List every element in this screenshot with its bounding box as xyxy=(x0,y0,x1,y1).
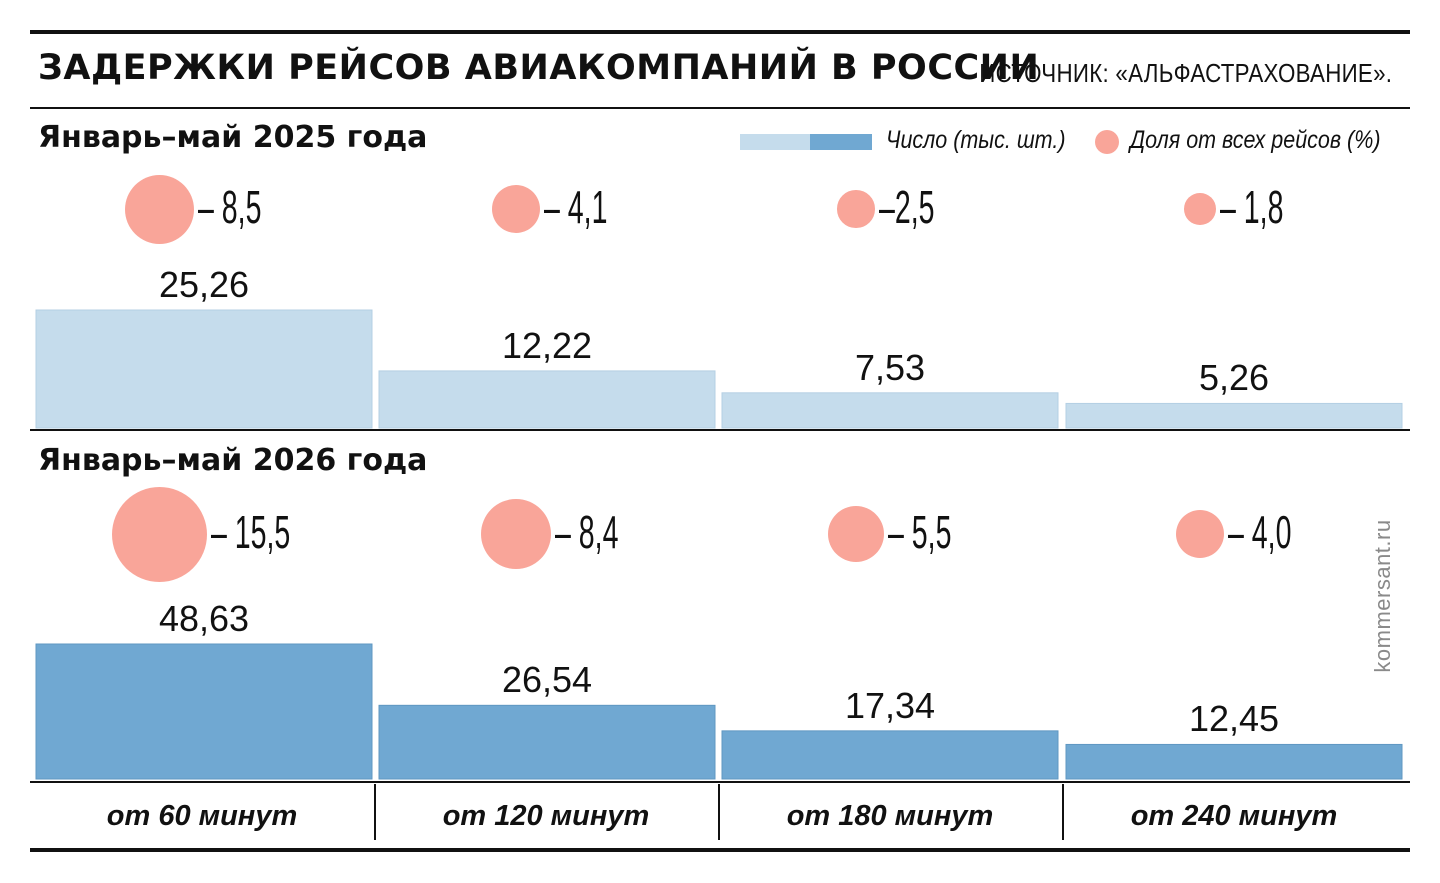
legend-swatch-2025 xyxy=(740,134,810,150)
section-divider xyxy=(30,429,1410,431)
section-title-2025: Январь–май 2025 года xyxy=(38,120,428,155)
share-value-label: – 5,5 xyxy=(888,506,952,558)
section-title-2026: Январь–май 2026 года xyxy=(38,443,428,478)
bar-2026-3 xyxy=(1065,743,1403,780)
axis-separator xyxy=(374,784,376,840)
bar-2025-2 xyxy=(721,392,1059,429)
share-value-label: – 15,5 xyxy=(210,506,290,558)
legend-bubble-swatch xyxy=(1095,130,1119,154)
share-value-label: –2,5 xyxy=(878,181,935,233)
watermark: kommersant.ru xyxy=(1370,519,1395,673)
share-value-label: – 4,1 xyxy=(543,181,608,233)
share-bubble xyxy=(1175,509,1225,559)
share-value-label: – 8,5 xyxy=(197,181,261,233)
bar-value-label: 48,63 xyxy=(158,598,250,639)
chart-title: ЗАДЕРЖКИ РЕЙСОВ АВИАКОМПАНИЙ В РОССИИ xyxy=(38,48,1040,88)
category-label: от 120 минут xyxy=(442,800,650,832)
category-label: от 240 минут xyxy=(1130,800,1338,832)
bar-value-label: 12,45 xyxy=(1188,698,1280,740)
bar-2026-0 xyxy=(35,643,373,780)
bar-value-label: 25,26 xyxy=(158,264,250,305)
bar-value-label: 17,34 xyxy=(844,684,936,726)
bar-2025-3 xyxy=(1065,402,1403,429)
category-label: от 60 минут xyxy=(106,800,298,832)
legend-share-label: Доля от всех рейсов (%) xyxy=(1130,126,1381,154)
axis-rule xyxy=(30,781,1410,783)
bar-2026-2 xyxy=(721,730,1059,780)
share-value-label: – 1,8 xyxy=(1219,181,1284,233)
source-note: ИСТОЧНИК: «АЛЬФАСТРАХОВАНИЕ». xyxy=(978,58,1392,88)
share-bubble xyxy=(1184,193,1216,225)
share-bubble xyxy=(827,505,885,563)
axis-separator xyxy=(1062,784,1064,840)
bar-value-label: 12,22 xyxy=(501,324,593,366)
bar-value-label: 26,54 xyxy=(501,659,593,701)
share-bubble xyxy=(837,190,875,228)
share-bubble xyxy=(111,486,207,582)
bar-2025-1 xyxy=(378,370,716,429)
share-value-label: – 4,0 xyxy=(1228,506,1292,558)
bar-value-label: 5,26 xyxy=(1198,357,1270,399)
axis-separator xyxy=(718,784,720,840)
share-value-label: – 8,4 xyxy=(554,506,619,558)
bar-2026-1 xyxy=(378,704,716,780)
share-bubble xyxy=(481,499,551,569)
header-rule xyxy=(30,107,1410,109)
share-bubble xyxy=(492,185,540,233)
bottom-rule xyxy=(30,848,1410,852)
legend-swatch-2026 xyxy=(810,134,872,150)
bar-value-label: 7,53 xyxy=(854,346,926,388)
top-rule xyxy=(30,30,1410,34)
category-label: от 180 минут xyxy=(786,800,994,832)
legend-count-label: Число (тыс. шт.) xyxy=(886,126,1066,154)
legend: Число (тыс. шт.) Доля от всех рейсов (%) xyxy=(740,126,1400,158)
share-bubble xyxy=(124,174,194,244)
bar-2025-0 xyxy=(35,309,373,429)
